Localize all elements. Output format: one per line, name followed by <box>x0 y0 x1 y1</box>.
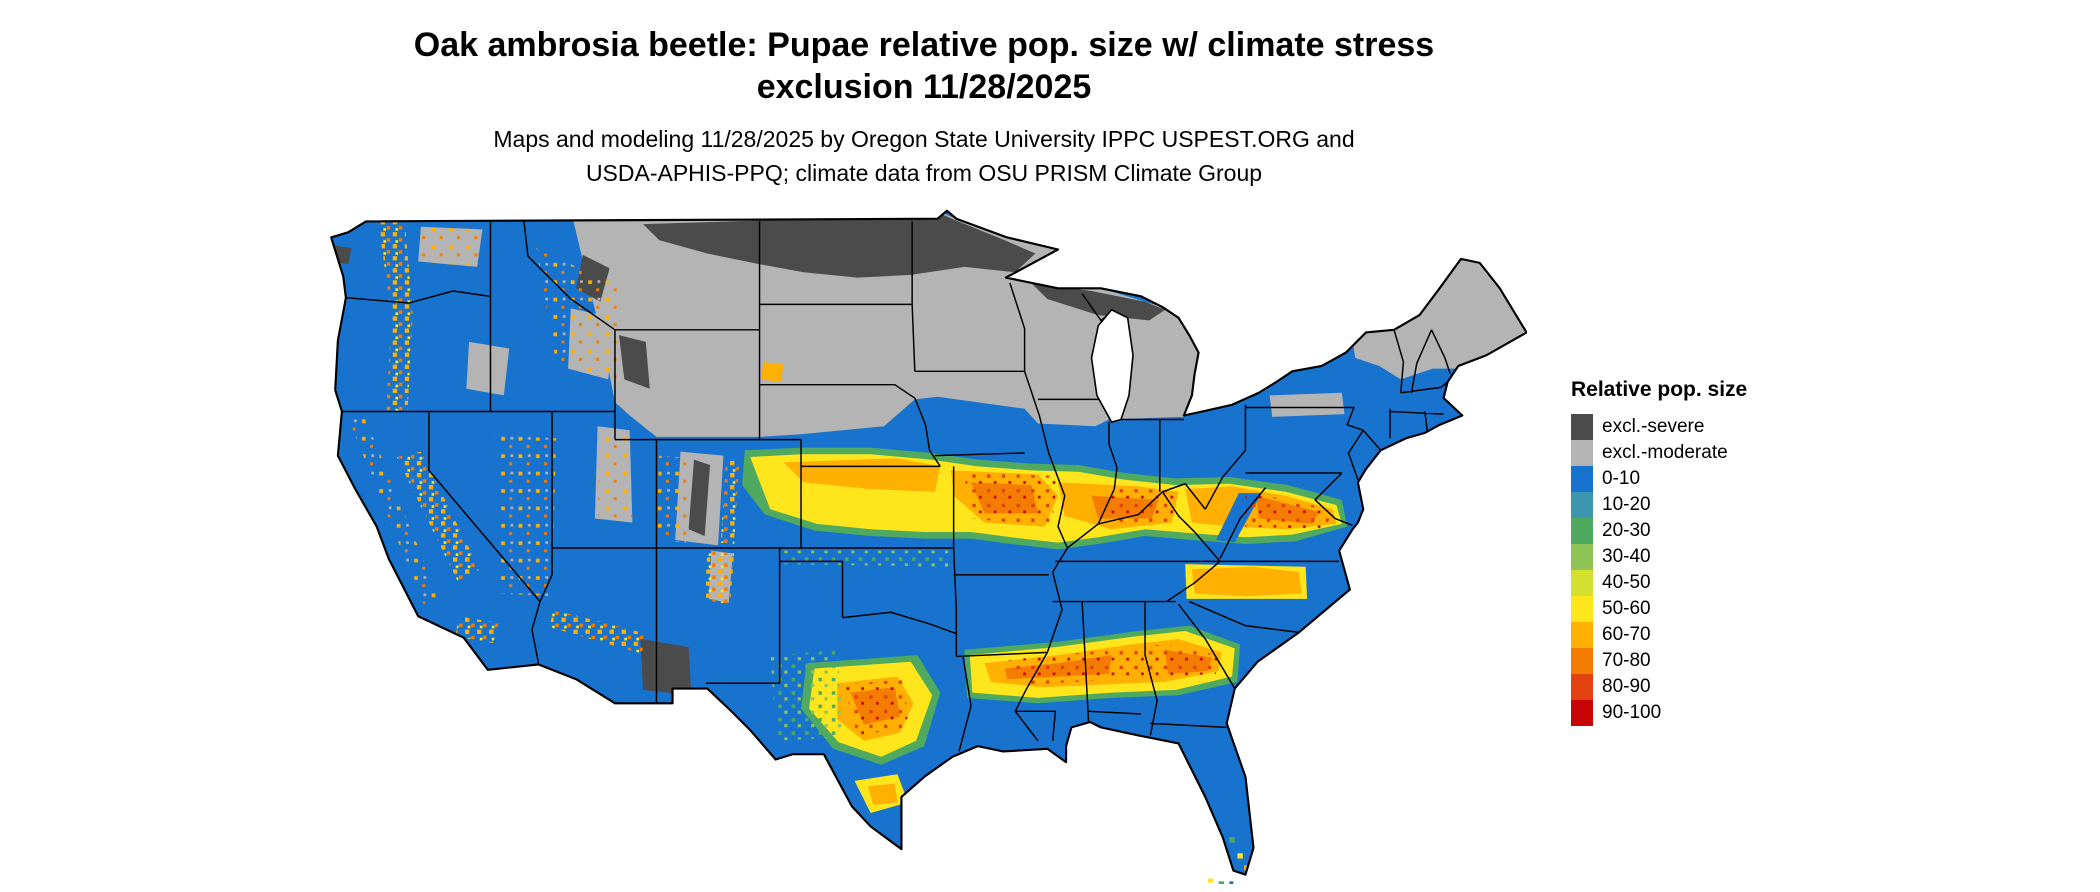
legend-swatch-excl-severe <box>1571 414 1593 440</box>
legend-item: 10-20 <box>1571 492 1747 518</box>
legend-swatch-70-80 <box>1571 648 1593 674</box>
legend-item: excl.-severe <box>1571 414 1747 440</box>
excl-severe-regions <box>332 214 1166 696</box>
legend-label: 40-50 <box>1602 572 1651 593</box>
legend-swatch-excl-moderate <box>1571 440 1593 466</box>
us-outline <box>330 209 1527 876</box>
legend-label: 30-40 <box>1602 546 1651 567</box>
legend-swatch-60-70 <box>1571 622 1593 648</box>
map-title-line2: exclusion 11/28/2025 <box>756 68 1092 106</box>
legend-swatch-30-40 <box>1571 544 1593 570</box>
legend-item: 80-90 <box>1571 674 1747 700</box>
legend-item: 0-10 <box>1571 466 1747 492</box>
legend-label: excl.-moderate <box>1602 442 1728 463</box>
legend-swatch-40-50 <box>1571 570 1593 596</box>
legend-item: 40-50 <box>1571 570 1747 596</box>
us-map <box>308 208 1527 884</box>
map-subtitle: Maps and modeling 11/28/2025 by Oregon S… <box>0 122 1848 190</box>
western-speckle-regions <box>348 221 784 654</box>
map-subtitle-line2: USDA-APHIS-PPQ; climate data from OSU PR… <box>585 160 1263 186</box>
legend: Relative pop. size excl.-severe excl.-mo… <box>1571 378 1747 726</box>
legend-title: Relative pop. size <box>1571 378 1748 401</box>
legend-item: 90-100 <box>1571 700 1747 726</box>
lake-michigan <box>1090 308 1134 424</box>
legend-swatch-80-90 <box>1571 674 1593 700</box>
legend-item: 70-80 <box>1571 648 1747 674</box>
legend-item: 50-60 <box>1571 596 1747 622</box>
legend-swatch-20-30 <box>1571 518 1593 544</box>
map-subtitle-line1: Maps and modeling 11/28/2025 by Oregon S… <box>493 126 1355 152</box>
state-borders <box>341 221 1451 752</box>
legend-label: 10-20 <box>1602 494 1651 515</box>
map-title-line1: Oak ambrosia beetle: Pupae relative pop.… <box>413 26 1435 64</box>
legend-label: 50-60 <box>1602 598 1651 619</box>
legend-swatch-50-60 <box>1571 596 1593 622</box>
us-map-svg <box>330 209 1527 884</box>
red-speckle-regions <box>843 473 1333 736</box>
legend-label: 90-100 <box>1602 702 1662 723</box>
legend-label: 0-10 <box>1602 468 1641 489</box>
florida-keys-pixels <box>1207 878 1234 884</box>
legend-swatch-90-100 <box>1571 700 1593 726</box>
legend-label: 80-90 <box>1602 676 1651 697</box>
legend-item: 20-30 <box>1571 518 1747 544</box>
legend-label: 70-80 <box>1602 650 1651 671</box>
legend-swatch-10-20 <box>1571 492 1593 518</box>
legend-label: 20-30 <box>1602 520 1651 541</box>
legend-item: 30-40 <box>1571 544 1747 570</box>
legend-item: excl.-moderate <box>1571 440 1747 466</box>
map-title: Oak ambrosia beetle: Pupae relative pop.… <box>0 24 1848 108</box>
legend-swatch-0-10 <box>1571 466 1593 492</box>
legend-label: 60-70 <box>1602 624 1651 645</box>
legend-label: excl.-severe <box>1602 416 1705 437</box>
legend-item: 60-70 <box>1571 622 1747 648</box>
